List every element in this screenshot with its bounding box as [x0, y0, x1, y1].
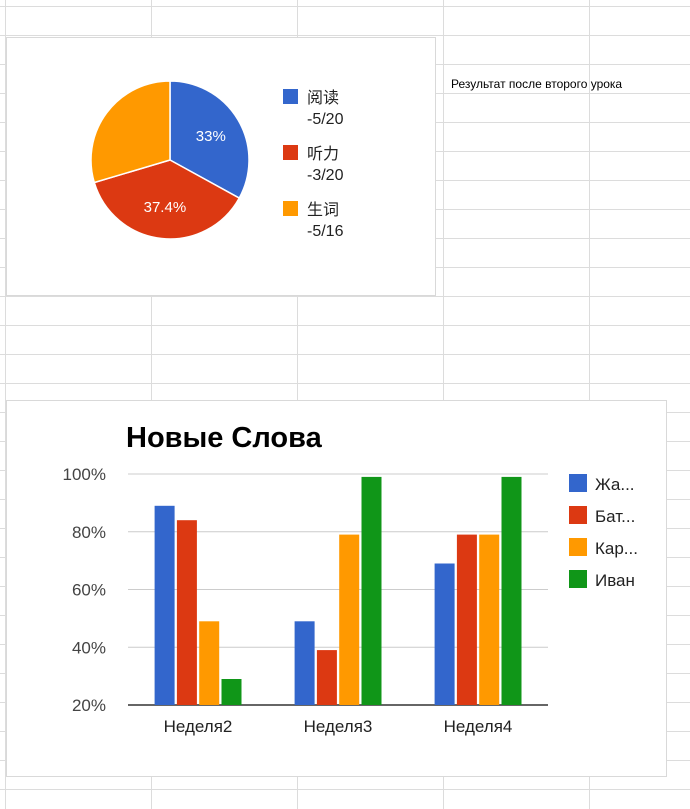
legend-label: 听力 — [307, 145, 339, 163]
pie-chart-panel[interactable]: 33% 37.4% 阅读 -5/20 听力 -3/20 生词 -5/16 — [6, 37, 436, 296]
bar[interactable] — [294, 621, 315, 705]
legend-label: 生词 — [307, 201, 339, 219]
pie-slice-label: 37.4% — [144, 199, 187, 216]
pie-slice[interactable] — [93, 159, 241, 240]
legend-sublabel: -3/20 — [307, 167, 344, 184]
legend-swatch — [569, 570, 587, 588]
bar[interactable] — [479, 534, 500, 705]
legend-label: Кар... — [595, 539, 638, 558]
bar[interactable] — [456, 534, 477, 705]
y-axis-ticks: 100% 80% 60% 40% 20% — [63, 465, 106, 715]
legend-swatch — [283, 201, 298, 216]
y-tick-label: 20% — [72, 696, 106, 715]
legend-swatch — [283, 89, 298, 104]
bar[interactable] — [434, 563, 455, 706]
x-axis-ticks: Неделя2 Неделя3 Неделя4 — [164, 717, 513, 736]
cell-note: Результат после второго урока — [451, 77, 623, 91]
pie-slice[interactable] — [169, 80, 250, 200]
legend-sublabel: -5/16 — [307, 223, 344, 240]
bar[interactable] — [199, 621, 220, 705]
pie-chart: 33% 37.4% 阅读 -5/20 听力 -3/20 生词 -5/16 — [90, 80, 344, 240]
bar[interactable] — [361, 476, 382, 705]
y-tick-label: 100% — [63, 465, 106, 484]
pie-slice-label: 33% — [196, 128, 226, 145]
y-tick-label: 80% — [72, 523, 106, 542]
y-tick-label: 60% — [72, 581, 106, 600]
legend-swatch — [569, 506, 587, 524]
legend-label: 阅读 — [307, 89, 339, 107]
legend-swatch — [283, 145, 298, 160]
bar[interactable] — [176, 520, 197, 705]
bar-legend: Жа... Бат... Кар... Иван — [569, 474, 638, 590]
bar[interactable] — [154, 505, 175, 705]
x-tick-label: Неделя3 — [304, 717, 373, 736]
pie-slices — [90, 80, 250, 240]
pie-slice[interactable] — [90, 80, 171, 184]
pie-legend: 阅读 -5/20 听力 -3/20 生词 -5/16 — [283, 89, 344, 240]
bar[interactable] — [316, 650, 337, 705]
x-tick-label: Неделя4 — [444, 717, 513, 736]
bar[interactable] — [339, 534, 360, 705]
legend-label: Бат... — [595, 507, 635, 526]
x-tick-label: Неделя2 — [164, 717, 233, 736]
pie-slice-labels: 33% 37.4% — [144, 128, 226, 216]
bar[interactable] — [221, 679, 242, 705]
chart-gridlines — [128, 473, 548, 706]
chart-bars — [154, 476, 522, 706]
bar[interactable] — [501, 476, 522, 705]
y-tick-label: 40% — [72, 638, 106, 657]
bar-chart-panel[interactable]: Новые Слова 100% 80% 60% 40% 20% Неделя2 Неде… — [6, 400, 667, 777]
bar-chart: Новые Слова 100%80%60%40%20% Неделя2 Неде… — [63, 422, 638, 736]
legend-swatch — [569, 474, 587, 492]
legend-swatch — [569, 538, 587, 556]
legend-sublabel: -5/20 — [307, 111, 344, 128]
chart-title: Новые Слова — [126, 422, 323, 454]
legend-label: Иван — [595, 571, 635, 590]
legend-label: Жа... — [595, 475, 635, 494]
